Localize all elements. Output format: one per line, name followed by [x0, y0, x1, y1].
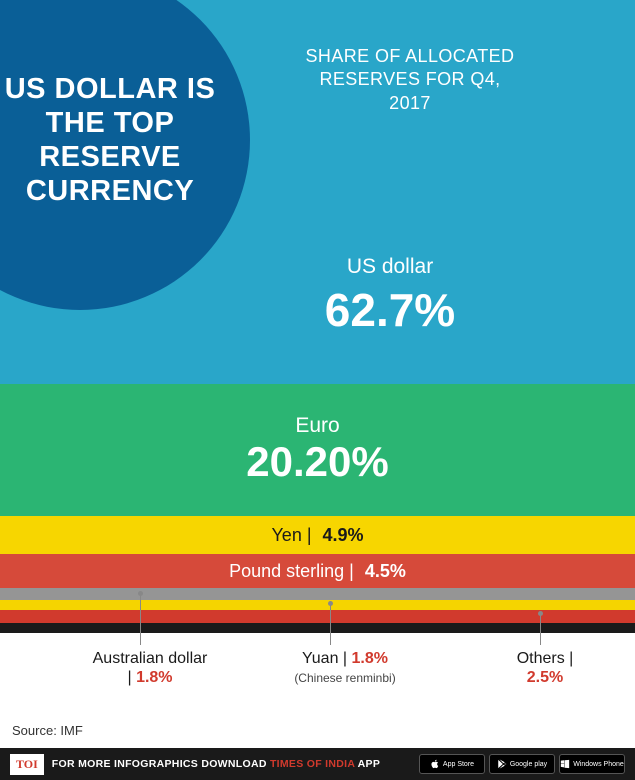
- source-label: Source: IMF: [12, 723, 83, 738]
- usd-pct: 62.7%: [260, 283, 520, 337]
- yuan-sublabel: (Chinese renminbi): [294, 671, 395, 685]
- usd-value-block: US dollar 62.7%: [260, 255, 520, 337]
- usd-section: US DOLLAR IS THE TOP RESERVE CURRENCY SH…: [0, 0, 635, 384]
- leader-aud: [140, 593, 141, 645]
- pound-section: Pound sterling | 4.5%: [0, 554, 635, 588]
- others-label: Others: [517, 650, 565, 667]
- callout-others: Others | 2.5%: [490, 649, 600, 687]
- yen-label: Yen: [271, 525, 301, 546]
- euro-label: Euro: [295, 414, 339, 438]
- google-play-badge[interactable]: Google play: [489, 754, 555, 774]
- aud-label: Australian dollar: [93, 650, 208, 667]
- aud-pct: 1.8%: [136, 669, 172, 686]
- separator: |: [569, 650, 573, 667]
- aud-bar: [0, 588, 635, 600]
- subtitle: SHARE OF ALLOCATED RESERVES FOR Q4, 2017: [300, 45, 520, 115]
- footer-suffix: APP: [355, 758, 380, 770]
- callouts: Australian dollar | 1.8% Yuan | 1.8% (Ch…: [0, 633, 635, 728]
- separator: |: [344, 561, 359, 582]
- toi-badge: TOI: [10, 754, 44, 775]
- callout-aud: Australian dollar | 1.8%: [90, 649, 210, 687]
- apple-icon: [430, 759, 440, 769]
- leader-yuan: [330, 603, 331, 645]
- google-label: Google play: [510, 761, 547, 768]
- windows-label: Windows Phone: [573, 761, 624, 768]
- store-badges: App Store Google play Windows Phone: [419, 754, 625, 774]
- usd-label: US dollar: [260, 255, 520, 279]
- footer-text: FOR MORE INFOGRAPHICS DOWNLOAD TIMES OF …: [52, 758, 380, 770]
- footer-prefix: FOR MORE INFOGRAPHICS DOWNLOAD: [52, 758, 270, 770]
- app-store-badge[interactable]: App Store: [419, 754, 485, 774]
- yen-pct: 4.9%: [323, 525, 364, 546]
- yuan-pct: 1.8%: [352, 650, 388, 667]
- footer-accent: TIMES OF INDIA: [270, 758, 355, 770]
- apple-label: App Store: [443, 761, 474, 768]
- infographic-canvas: US DOLLAR IS THE TOP RESERVE CURRENCY SH…: [0, 0, 635, 780]
- main-title: US DOLLAR IS THE TOP RESERVE CURRENCY: [0, 72, 220, 209]
- yuan-label: Yuan: [302, 650, 338, 667]
- pound-label: Pound sterling: [229, 561, 344, 582]
- euro-section: Euro 20.20%: [0, 384, 635, 516]
- windows-phone-badge[interactable]: Windows Phone: [559, 754, 625, 774]
- google-play-icon: [497, 759, 507, 769]
- separator: |: [343, 650, 352, 667]
- windows-icon: [560, 759, 570, 769]
- separator: |: [302, 525, 317, 546]
- yuan-bar: [0, 600, 635, 610]
- callout-yuan: Yuan | 1.8% (Chinese renminbi): [270, 649, 420, 687]
- others-pct: 2.5%: [527, 669, 563, 686]
- pound-pct: 4.5%: [365, 561, 406, 582]
- yen-section: Yen | 4.9%: [0, 516, 635, 554]
- separator: |: [127, 669, 136, 686]
- euro-pct: 20.20%: [246, 438, 388, 486]
- footer-bar: TOI FOR MORE INFOGRAPHICS DOWNLOAD TIMES…: [0, 748, 635, 780]
- leader-others: [540, 613, 541, 645]
